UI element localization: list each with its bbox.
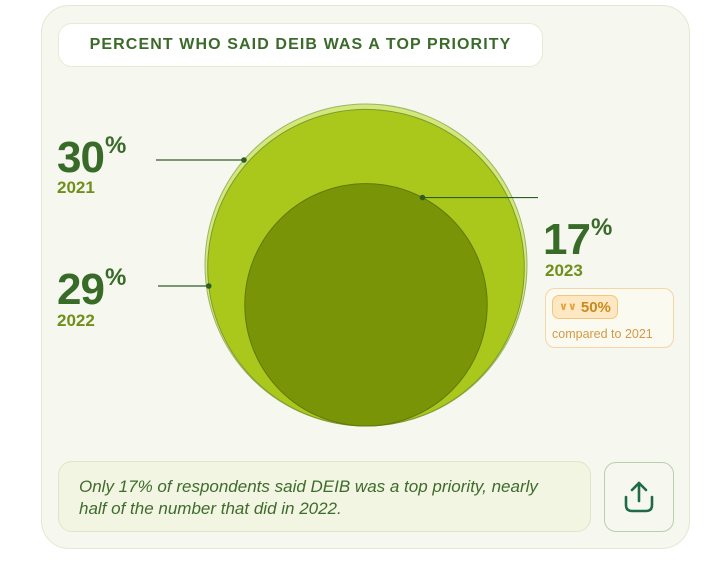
change-badge: ∨∨ 50% xyxy=(552,295,618,319)
year-label-2023: 2023 xyxy=(545,261,583,280)
leader-dot-2023 xyxy=(419,194,426,201)
chart-title: PERCENT WHO SAID DEIB WAS A TOP PRIORITY xyxy=(58,23,543,67)
percent-sign-2021: % xyxy=(104,132,127,159)
comparison-box: ∨∨ 50% compared to 2021 xyxy=(545,288,674,348)
insight-callout: Only 17% of respondents said DEIB was a … xyxy=(58,461,591,532)
value-label-2021: 30% xyxy=(57,133,126,182)
year-label-2021: 2021 xyxy=(57,178,95,197)
chevron-double-down-icon: ∨∨ xyxy=(559,300,577,313)
year-label-2022: 2022 xyxy=(57,311,95,330)
share-button[interactable] xyxy=(604,462,674,532)
leader-dot-2022 xyxy=(205,283,212,289)
chart-title-text: PERCENT WHO SAID DEIB WAS A TOP PRIORITY xyxy=(89,36,512,53)
leader-dot-2021 xyxy=(241,157,247,163)
change-value: 50% xyxy=(580,298,611,316)
value-label-2022: 29% xyxy=(57,265,126,314)
comparison-text: compared to 2021 xyxy=(552,327,653,341)
insight-text: Only 17% of respondents said DEIB was a … xyxy=(79,477,538,518)
value-2023: 17 xyxy=(543,215,591,264)
value-2022: 29 xyxy=(57,265,105,314)
value-2021: 30 xyxy=(57,133,105,182)
share-upload-icon xyxy=(624,481,654,513)
percent-sign-2023: % xyxy=(590,214,613,241)
circle-2023 xyxy=(244,183,488,427)
percent-sign-2022: % xyxy=(104,264,127,291)
value-label-2023: 17% xyxy=(543,215,612,264)
